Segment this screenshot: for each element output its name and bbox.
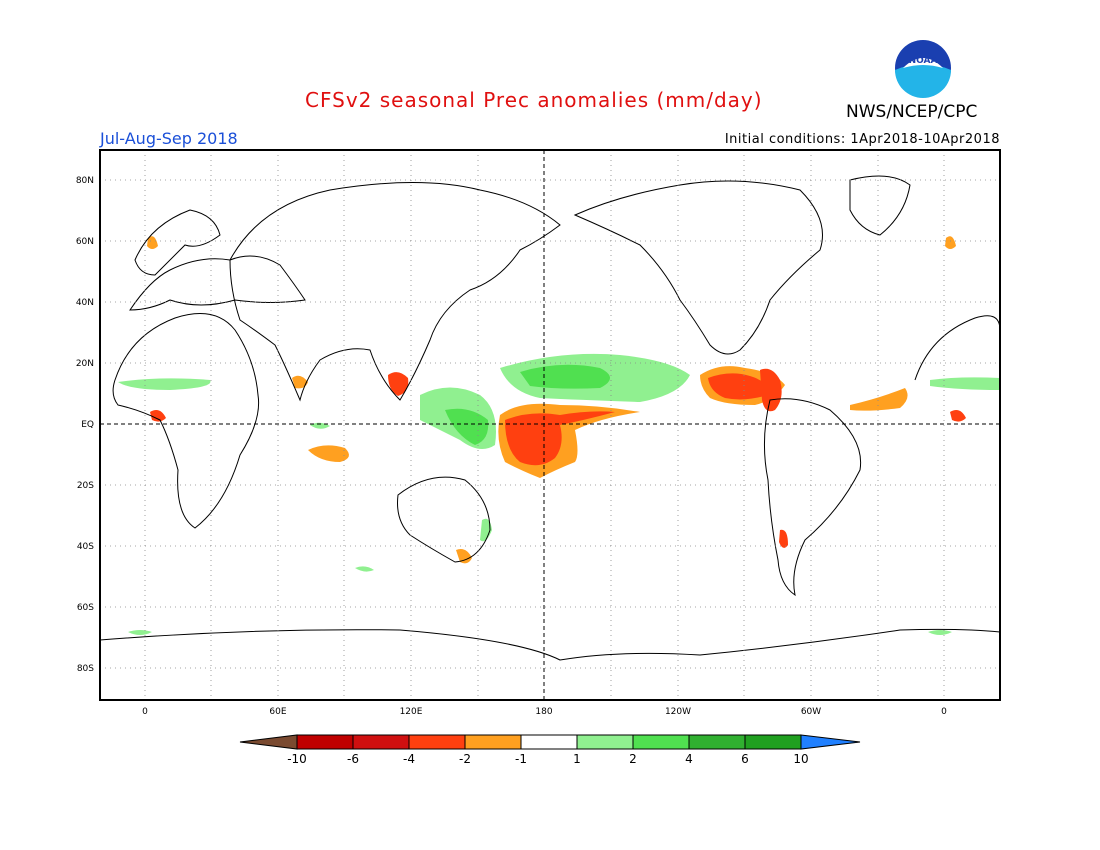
coast-australia xyxy=(397,476,491,563)
coast-asia xyxy=(229,182,561,402)
map-title: CFSv2 seasonal Prec anomalies (mm/day) xyxy=(305,88,763,112)
lat-labels: 80N 60N 40N 20N EQ 20S 40S 60S 80S xyxy=(76,176,94,674)
lon-label: 60E xyxy=(269,707,286,717)
colorbar-segment xyxy=(576,734,634,750)
anomaly-dry-caribbean xyxy=(760,368,782,412)
colorbar-segment xyxy=(520,734,578,750)
noaa-logo: NOAA xyxy=(893,38,953,98)
anomaly-wet-south-atlantic xyxy=(128,630,152,635)
anomaly-dry-scandinavia-east xyxy=(945,236,956,249)
anomaly-wet-africa xyxy=(118,378,211,390)
map-frame xyxy=(99,149,1001,701)
colorbar-tick-label: -10 xyxy=(287,752,307,766)
anomaly-dry-central-pacific-core xyxy=(505,411,615,466)
organization-label: NWS/NCEP/CPC xyxy=(846,102,978,122)
anomaly-dry-atlantic xyxy=(850,388,908,411)
anomaly-field xyxy=(118,236,1000,635)
lat-label: 80N xyxy=(76,176,94,186)
colorbar-segment xyxy=(632,734,690,750)
anomaly-dry-southeast-asia xyxy=(388,372,409,396)
lat-label: EQ xyxy=(81,420,94,430)
coast-south-america xyxy=(763,398,862,597)
colorbar-segment xyxy=(744,734,802,750)
coast-north-america xyxy=(573,180,823,355)
colorbar-tick-label: -2 xyxy=(459,752,471,766)
lon-label: 180 xyxy=(535,707,552,717)
colorbar-tick-label: -6 xyxy=(347,752,359,766)
colorbar-tick-label: -1 xyxy=(515,752,527,766)
lat-label: 20S xyxy=(77,481,94,491)
anomaly-wet-maritime-core xyxy=(445,408,489,445)
colorbar xyxy=(239,734,861,750)
colorbar-tick-label: 6 xyxy=(741,752,749,766)
lat-label: 60S xyxy=(77,603,94,613)
colorbar-segment xyxy=(296,734,354,750)
colorbar-segment xyxy=(688,734,746,750)
anomaly-dry-south-australia xyxy=(456,549,472,564)
anomaly-wet-new-zealand xyxy=(480,518,492,542)
coast-scandinavia xyxy=(134,209,221,276)
coastlines xyxy=(100,175,1000,661)
colorbar-segment xyxy=(800,734,861,750)
lon-label: 60W xyxy=(801,707,821,717)
lon-label: 0 xyxy=(941,707,947,717)
lon-label: 120W xyxy=(665,707,691,717)
season-label: Jul-Aug-Sep 2018 xyxy=(100,129,238,148)
colorbar-segment xyxy=(464,734,522,750)
anomaly-wet-africa-east xyxy=(930,377,1000,390)
colorbar-tick-label: 1 xyxy=(573,752,581,766)
reference-lines xyxy=(100,150,1000,700)
colorbar-segment xyxy=(352,734,410,750)
lat-label: 40N xyxy=(76,298,94,308)
graticule xyxy=(100,150,1000,700)
anomaly-dry-india xyxy=(292,375,308,389)
anomaly-dry-gulf-guinea-east xyxy=(950,410,966,422)
colorbar-segment xyxy=(239,734,298,750)
anomaly-wet-south-indian xyxy=(355,566,374,572)
lat-label: 40S xyxy=(77,542,94,552)
initial-conditions-label: Initial conditions: 1Apr2018-10Apr2018 xyxy=(724,132,1000,147)
lat-label: 20N xyxy=(76,359,94,369)
anomaly-dry-gulf-guinea xyxy=(150,410,166,422)
anomaly-wet-north-pacific-core xyxy=(520,364,610,389)
logo-text: NOAA xyxy=(909,56,938,66)
anomaly-dry-scandinavia xyxy=(147,236,158,249)
lon-label: 120E xyxy=(400,707,423,717)
lat-label: 80S xyxy=(77,664,94,674)
lon-labels: 0 60E 120E 180 120W 60W 0 xyxy=(142,707,947,717)
colorbar-labels: -10 -6 -4 -2 -1 1 2 4 6 10 xyxy=(287,752,808,766)
colorbar-tick-label: 4 xyxy=(685,752,693,766)
lon-label: 0 xyxy=(142,707,148,717)
coast-europe xyxy=(129,255,306,311)
anomaly-dry-central-america-core xyxy=(708,373,769,400)
colorbar-tick-label: -4 xyxy=(403,752,415,766)
colorbar-tick-label: 10 xyxy=(793,752,808,766)
coast-africa xyxy=(112,313,260,529)
coast-greenland xyxy=(849,175,911,236)
anomaly-wet-south-atlantic-east xyxy=(928,630,952,635)
colorbar-tick-label: 2 xyxy=(629,752,637,766)
coast-antarctica xyxy=(100,628,1000,661)
lat-label: 60N xyxy=(76,237,94,247)
anomaly-dry-chile xyxy=(779,529,788,548)
anomaly-dry-indian-ocean xyxy=(308,445,349,462)
coast-africa-east-repeat xyxy=(914,315,1000,381)
colorbar-segment xyxy=(408,734,466,750)
